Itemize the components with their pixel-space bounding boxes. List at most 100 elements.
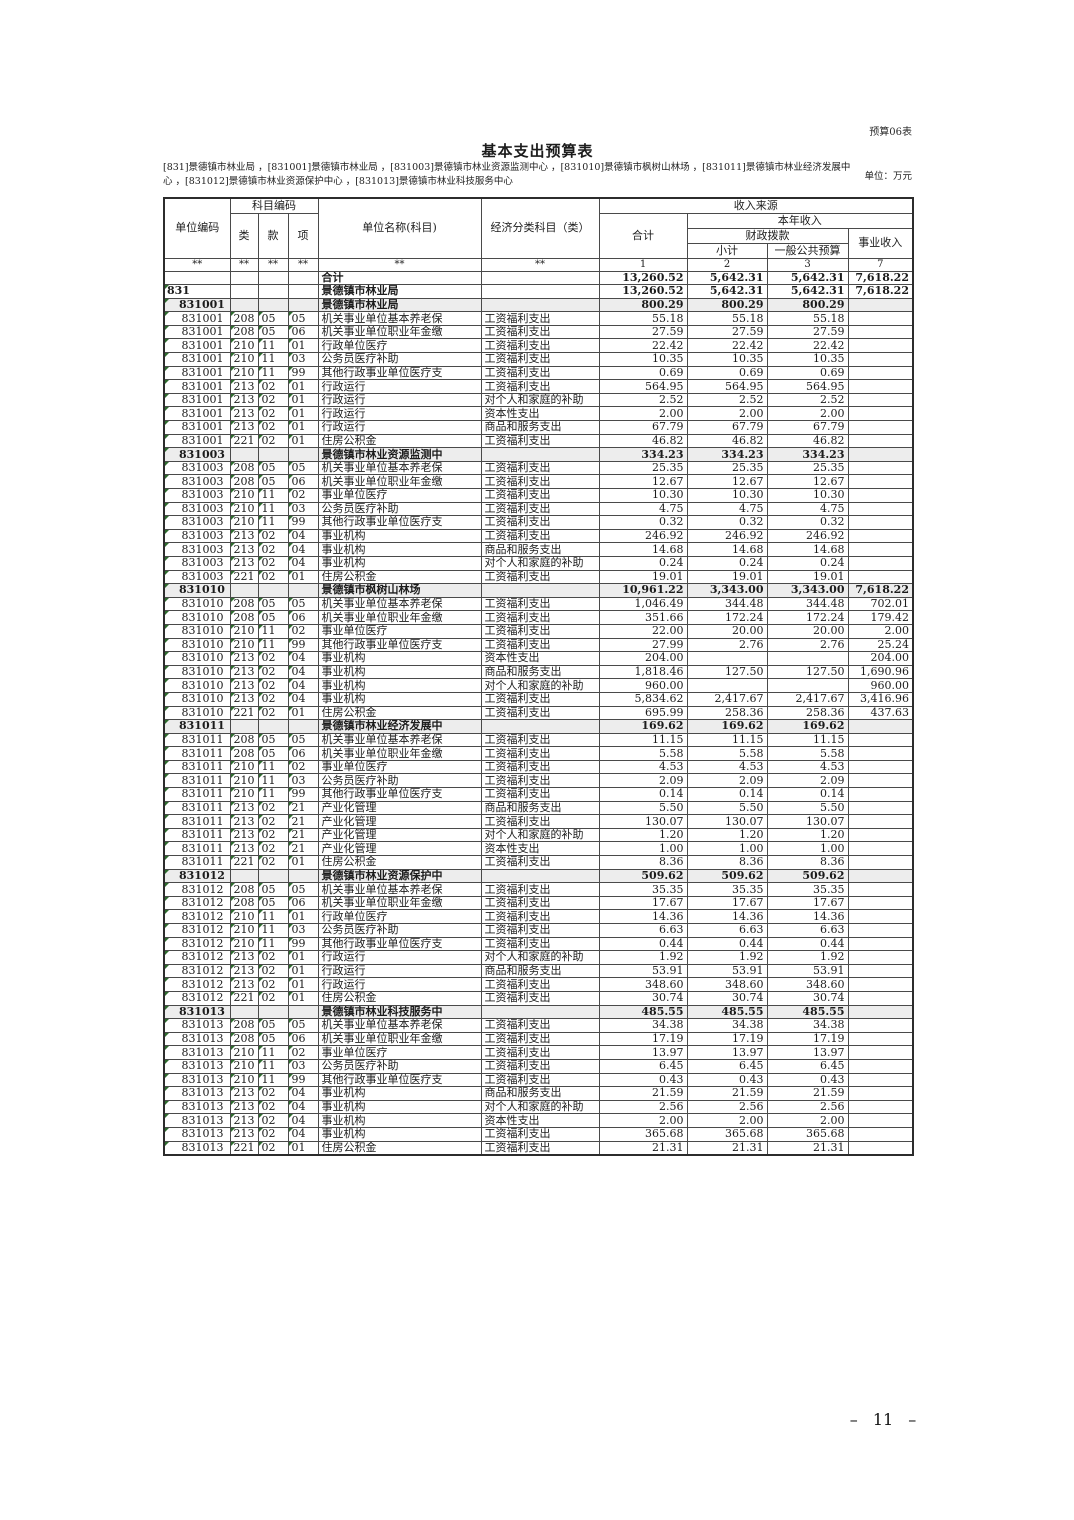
cell-unit-code: 831013: [163, 1140, 231, 1156]
cell-business-income: 3,416.96: [847, 691, 914, 707]
cell-subtotal: 258.36: [686, 705, 768, 721]
excel-flag-icon: [259, 938, 263, 942]
excel-flag-icon: [231, 516, 235, 521]
excel-flag-icon: [165, 924, 169, 928]
excel-flag-icon: [259, 883, 263, 888]
form-number-label: 预算06表: [869, 127, 912, 138]
cell-subtotal: 2.09: [686, 773, 768, 789]
cell-unit-code: 831013: [163, 1086, 231, 1101]
cell-class: 210: [229, 759, 259, 775]
cell-class: 221: [229, 990, 259, 1006]
cell-public-budget: 27.59: [766, 324, 849, 340]
cell-total: 2.00: [598, 406, 688, 422]
cell-class: 210: [229, 773, 259, 789]
cell-econ-class: 工资福利支出: [480, 787, 600, 802]
cell-unit-code: 831012: [163, 909, 231, 924]
excel-flag-icon: [259, 802, 263, 806]
excel-flag-icon: [259, 1087, 263, 1092]
cell-subtotal: 6.45: [686, 1058, 768, 1074]
excel-flag-icon: [259, 1019, 263, 1024]
cell-public-budget: 2.56: [766, 1099, 849, 1115]
cell-unit-name: 行政运行: [317, 392, 482, 408]
excel-flag-icon: [259, 407, 263, 412]
cell-total: 11.15: [598, 732, 688, 748]
cell-unit-name: 事业单位医疗: [317, 623, 482, 639]
excel-flag-icon: [165, 897, 169, 901]
cell-total: 564.95: [598, 379, 688, 394]
cell-subtotal: 55.18: [686, 311, 768, 326]
cell-section: 05: [257, 460, 289, 476]
excel-flag-icon: [165, 693, 169, 697]
cell-total: 5,834.62: [598, 691, 688, 707]
cell-section: 11: [257, 515, 289, 530]
cell-total: 34.38: [598, 1018, 688, 1033]
organization-list: [831]景德镇市林业局 ，[831001]景德镇市林业局 ，[831003]景…: [163, 162, 851, 187]
cell-section: 11: [257, 1058, 289, 1074]
cell-item: [287, 868, 319, 884]
cell-econ-class: 商品和服务支出: [480, 542, 600, 557]
cell-subtotal: 0.14: [686, 787, 768, 802]
excel-flag-icon: [259, 639, 263, 643]
table-row: 831010 208 05 06 机关事业单位职业年金缴 工资福利支出 351.66 172.…: [163, 610, 914, 625]
excel-flag-icon: [289, 978, 293, 983]
cell-class: 210: [229, 352, 259, 367]
cell-section: 05: [257, 311, 289, 326]
cell-unit-code: 831012: [163, 936, 231, 952]
excel-flag-icon: [289, 788, 293, 793]
code-cell: **: [317, 257, 482, 272]
excel-flag-icon: [165, 394, 169, 398]
cell-unit-code: 831011: [163, 800, 231, 816]
cell-econ-class: 工资福利支出: [480, 1031, 600, 1047]
cell-subtotal: 14.68: [686, 542, 768, 557]
excel-flag-icon: [259, 679, 263, 684]
cell-unit-code: 831011: [163, 773, 231, 789]
cell-class: 210: [229, 488, 259, 503]
cell-section: 11: [257, 352, 289, 367]
cell-total: 55.18: [598, 311, 688, 326]
cell-subtotal: 130.07: [686, 814, 768, 829]
cell-econ-class: 工资福利支出: [480, 528, 600, 544]
cell-item: 01: [287, 379, 319, 394]
cell-total: 46.82: [598, 433, 688, 449]
excel-flag-icon: [259, 788, 263, 793]
cell-subtotal: 6.63: [686, 923, 768, 938]
cell-unit-name: 机关事业单位基本养老保: [317, 596, 482, 612]
excel-flag-icon: [231, 829, 235, 833]
excel-flag-icon: [259, 666, 263, 670]
cell-subtotal: 0.24: [686, 555, 768, 571]
excel-flag-icon: [289, 435, 293, 439]
cell-business-income: [847, 1031, 914, 1047]
cell-total: 2.52: [598, 392, 688, 408]
cell-section: 02: [257, 542, 289, 557]
cell-subtotal: 27.59: [686, 324, 768, 340]
cell-section: 02: [257, 691, 289, 707]
cell-subtotal: 344.48: [686, 596, 768, 612]
cell-unit-name: 产业化管理: [317, 800, 482, 816]
cell-unit-name: 机关事业单位职业年金缴: [317, 610, 482, 625]
cell-subtotal: 365.68: [686, 1126, 768, 1142]
column-code-row: ** ** ** ** ** ** 1 2 3 7: [163, 257, 914, 272]
cell-business-income: [847, 1099, 914, 1115]
cell-total: 800.29: [598, 297, 688, 313]
table-row: 831011 213 02 21 产业化管理 对个人和家庭的补助 1.20 1.20 1.20: [163, 827, 914, 843]
excel-flag-icon: [259, 693, 263, 697]
cell-unit-name: 机关事业单位基本养老保: [317, 311, 482, 326]
cell-business-income: [847, 990, 914, 1006]
cell-class: 210: [229, 1045, 259, 1060]
excel-flag-icon: [231, 774, 235, 779]
cell-total: 27.99: [598, 637, 688, 653]
cell-class: 213: [229, 1126, 259, 1142]
cell-unit-name: 行政运行: [317, 963, 482, 979]
cell-total: 53.91: [598, 963, 688, 979]
cell-public-budget: 344.48: [766, 596, 849, 612]
excel-flag-icon: [259, 1033, 263, 1037]
cell-unit-code: 831012: [163, 895, 231, 911]
table-row: 831003 210 11 99 其他行政事业单位医疗支 工资福利支出 0.32 0.32 0.…: [163, 515, 914, 530]
cell-subtotal: 17.19: [686, 1031, 768, 1047]
excel-flag-icon: [289, 543, 293, 548]
col-header-income-source: 收入来源: [598, 197, 914, 214]
excel-flag-icon: [231, 489, 235, 493]
excel-flag-icon: [231, 530, 235, 534]
cell-unit-code: 831001: [163, 324, 231, 340]
excel-flag-icon: [165, 1033, 169, 1037]
